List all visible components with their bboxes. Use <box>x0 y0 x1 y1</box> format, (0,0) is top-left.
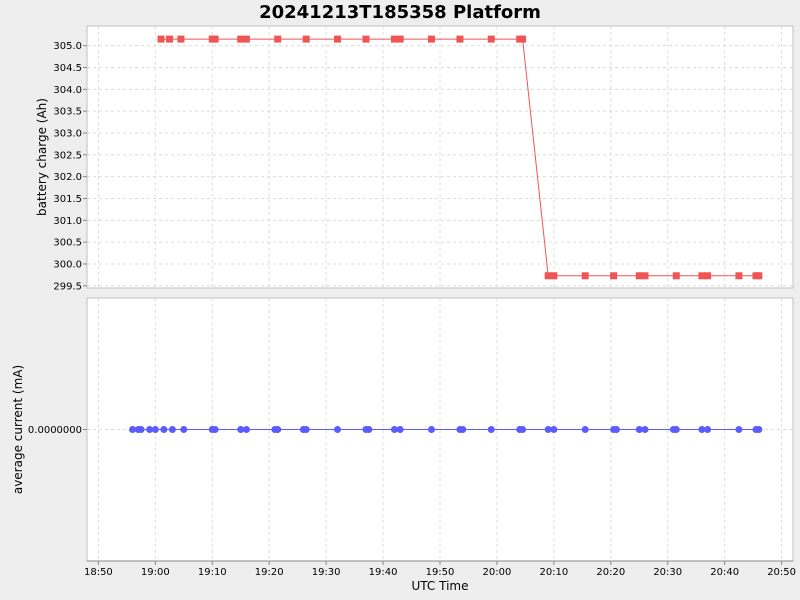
data-point <box>550 272 558 280</box>
data-point <box>755 426 763 433</box>
data-point <box>459 426 467 433</box>
data-point <box>157 35 165 43</box>
data-point <box>427 35 435 43</box>
data-point <box>755 272 763 280</box>
y-axis-title: battery charge (Ah) <box>35 98 49 216</box>
data-point <box>211 35 219 43</box>
series-line <box>161 38 759 277</box>
data-point <box>166 35 174 43</box>
data-point <box>672 272 680 280</box>
data-point <box>519 35 527 43</box>
data-point <box>641 426 649 433</box>
data-point <box>396 426 404 433</box>
data-point <box>168 426 176 433</box>
data-point <box>177 35 185 43</box>
data-point <box>456 35 464 43</box>
data-point <box>698 272 706 280</box>
x-tick-label: 19:00 <box>141 567 170 578</box>
data-point <box>180 426 188 433</box>
data-point <box>390 426 398 433</box>
y-tick-label: 303.5 <box>53 107 82 118</box>
y-tick-label: 305.0 <box>53 41 82 52</box>
x-tick-label: 19:30 <box>312 567 341 578</box>
chart-title: 20241213T185358 Platform <box>259 2 541 23</box>
y-tick-label: 302.5 <box>53 150 82 161</box>
data-point <box>151 426 159 433</box>
data-point <box>302 35 310 43</box>
data-point <box>610 272 618 280</box>
y-tick-label: 0.0000000 <box>28 425 82 436</box>
data-point <box>544 426 552 433</box>
y-tick-label: 302.0 <box>53 172 82 183</box>
x-tick-label: 19:10 <box>198 567 227 578</box>
data-point <box>544 272 552 280</box>
data-point <box>487 35 495 43</box>
y-tick-label: 299.5 <box>53 281 82 292</box>
x-tick-label: 20:00 <box>483 567 512 578</box>
data-point <box>274 35 282 43</box>
y-tick-label: 300.0 <box>53 259 82 270</box>
data-point <box>698 426 706 433</box>
data-point <box>396 35 404 43</box>
data-point <box>519 426 527 433</box>
data-point <box>704 272 712 280</box>
data-point <box>237 426 245 433</box>
y-tick-label: 301.0 <box>53 216 82 227</box>
y-tick-label: 301.5 <box>53 194 82 205</box>
data-point <box>146 426 154 433</box>
y-tick-label: 303.0 <box>53 128 82 139</box>
data-point <box>735 272 743 280</box>
data-point <box>635 426 643 433</box>
y-tick-label: 304.5 <box>53 63 82 74</box>
x-tick-label: 20:20 <box>596 567 625 578</box>
x-tick-label: 20:10 <box>539 567 568 578</box>
data-point <box>487 426 495 433</box>
y-tick-label: 300.5 <box>53 238 82 249</box>
x-tick-label: 19:40 <box>369 567 398 578</box>
data-point <box>302 426 310 433</box>
x-tick-label: 19:50 <box>426 567 455 578</box>
data-point <box>211 426 219 433</box>
data-point <box>160 426 168 433</box>
data-point <box>735 426 743 433</box>
data-point <box>137 426 145 433</box>
data-point <box>581 272 589 280</box>
data-point <box>641 272 649 280</box>
data-point <box>581 426 589 433</box>
data-point <box>362 35 370 43</box>
x-tick-label: 19:20 <box>255 567 284 578</box>
data-point <box>427 426 435 433</box>
data-point <box>672 426 680 433</box>
y-axis-title: average current (mA) <box>11 365 25 494</box>
data-point <box>242 35 250 43</box>
data-point <box>704 426 712 433</box>
data-point <box>334 426 342 433</box>
data-point <box>129 426 137 433</box>
y-tick-label: 304.0 <box>53 85 82 96</box>
x-tick-label: 20:30 <box>653 567 682 578</box>
data-point <box>390 35 398 43</box>
data-point <box>334 35 342 43</box>
x-tick-label: 18:50 <box>84 567 113 578</box>
data-point <box>274 426 282 433</box>
x-tick-label: 20:40 <box>710 567 739 578</box>
x-tick-label: 20:50 <box>767 567 796 578</box>
data-point <box>242 426 250 433</box>
data-point <box>237 35 245 43</box>
data-point <box>635 272 643 280</box>
data-point <box>550 426 558 433</box>
x-axis-title: UTC Time <box>412 579 469 593</box>
data-point <box>613 426 620 433</box>
data-point <box>365 426 373 433</box>
